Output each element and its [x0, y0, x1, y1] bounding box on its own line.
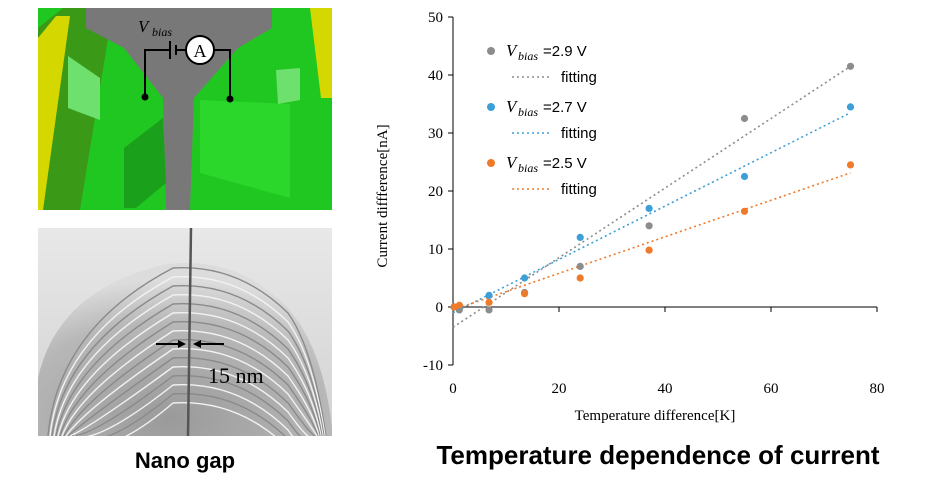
vbias-label: V	[138, 17, 151, 36]
probe-left	[141, 93, 149, 101]
right-pad-highlight	[276, 68, 300, 104]
gap-size-label: 15 nm	[208, 363, 264, 388]
data-point	[576, 274, 584, 282]
legend-series-subscript: bias	[518, 105, 538, 119]
left-electrode	[124, 118, 166, 208]
data-point	[846, 103, 855, 111]
data-point	[576, 233, 584, 241]
y-tick-label: -10	[423, 358, 443, 374]
legend-series-value: =2.5 V	[543, 155, 587, 172]
sem-image: 15 nm	[38, 228, 332, 436]
fit-line	[452, 111, 851, 314]
y-axis-title: Current diffference[nA]	[375, 124, 391, 267]
data-point	[485, 298, 493, 306]
chart-axes: -10 0 10 20 30 40 50 0 20 40 60 80 Temperature diffe…	[375, 10, 885, 424]
gray-channel	[86, 8, 272, 210]
legend-series-symbol: V	[506, 41, 519, 60]
wire-right	[214, 49, 231, 98]
x-axis-title: Temperature difference[K]	[575, 408, 736, 424]
y-tick-label: 0	[436, 300, 444, 316]
data-point	[846, 62, 855, 70]
nano-gap-line	[186, 228, 193, 436]
sem-ridges	[47, 267, 327, 436]
sem-ridge	[59, 321, 321, 436]
current-vs-temperature-chart: -10 0 10 20 30 40 50 0 20 40 60 80 Temperature diffe…	[375, 10, 885, 424]
data-point	[520, 274, 529, 282]
x-tick-label: 40	[658, 381, 673, 397]
sem-ridge	[63, 339, 319, 436]
sem-ridge	[67, 357, 317, 436]
legend-series-value: =2.7 V	[543, 99, 587, 116]
sem-ridge	[53, 294, 324, 436]
sem-ridge	[57, 312, 322, 436]
legend-series-symbol: V	[506, 97, 519, 116]
legend-fit-label: fitting	[561, 69, 597, 86]
fit-lines	[452, 65, 851, 328]
y-tick-label: 10	[428, 242, 443, 258]
chart-caption: Temperature dependence of current	[436, 440, 880, 470]
data-point	[485, 291, 493, 299]
x-tick-label: 0	[449, 381, 457, 397]
legend-series-subscript: bias	[518, 49, 538, 63]
wire-left	[144, 49, 170, 96]
sem-ridge	[47, 267, 327, 436]
sem-ridge	[55, 303, 323, 436]
sem-ridge	[78, 402, 312, 436]
y-tick-label: 40	[428, 68, 443, 84]
data-point	[740, 207, 749, 215]
data-point	[645, 204, 653, 212]
gap-arrowhead-right	[193, 340, 201, 348]
sem-ridge	[76, 393, 313, 436]
data-point	[645, 222, 653, 230]
gap-arrowhead-left	[178, 340, 186, 348]
y-tick-label: 50	[428, 10, 443, 26]
legend-marker	[487, 103, 495, 111]
y-tick-label: 20	[428, 184, 443, 200]
device-schematic: A V bias	[38, 8, 332, 210]
fit-line	[452, 172, 851, 311]
data-point	[740, 172, 749, 181]
sem-ridge	[71, 375, 314, 436]
left-pad-highlight	[68, 56, 100, 120]
data-point	[485, 306, 493, 314]
device-schematic-image: A V bias	[38, 8, 332, 210]
legend-fit-label: fitting	[561, 125, 597, 142]
sem-micrograph: 15 nm	[38, 228, 332, 436]
legend-marker	[487, 159, 495, 167]
right-electrode	[200, 100, 290, 198]
x-tick-label: 60	[764, 381, 779, 397]
nano-gap-caption: Nano gap	[134, 448, 236, 473]
sem-ridge	[61, 330, 320, 436]
sem-ridge	[65, 348, 318, 436]
sem-ridge	[49, 276, 326, 436]
x-tick-label: 20	[552, 381, 567, 397]
probe-right	[226, 95, 234, 103]
sem-ridge	[69, 366, 315, 436]
sem-ridge	[74, 384, 313, 436]
left-yellow-stripe	[38, 16, 70, 210]
data-point	[520, 290, 529, 298]
vbias-subscript: bias	[152, 25, 172, 39]
data-point	[846, 161, 855, 169]
legend-series-symbol: V	[506, 153, 519, 172]
x-tick-label: 80	[870, 381, 885, 397]
ammeter-label: A	[194, 41, 207, 61]
right-yellow-stripe	[310, 8, 332, 98]
y-tick-label: 30	[428, 126, 443, 142]
legend-marker	[487, 47, 495, 55]
legend-series-value: =2.9 V	[543, 43, 587, 60]
sem-ridge	[51, 285, 325, 436]
legend-series-subscript: bias	[518, 161, 538, 175]
data-point	[576, 262, 584, 270]
data-points	[450, 62, 855, 314]
data-point	[455, 301, 463, 309]
data-point	[740, 114, 749, 123]
data-point	[645, 246, 653, 254]
fit-line	[452, 65, 851, 328]
legend-fit-label: fitting	[561, 181, 597, 198]
